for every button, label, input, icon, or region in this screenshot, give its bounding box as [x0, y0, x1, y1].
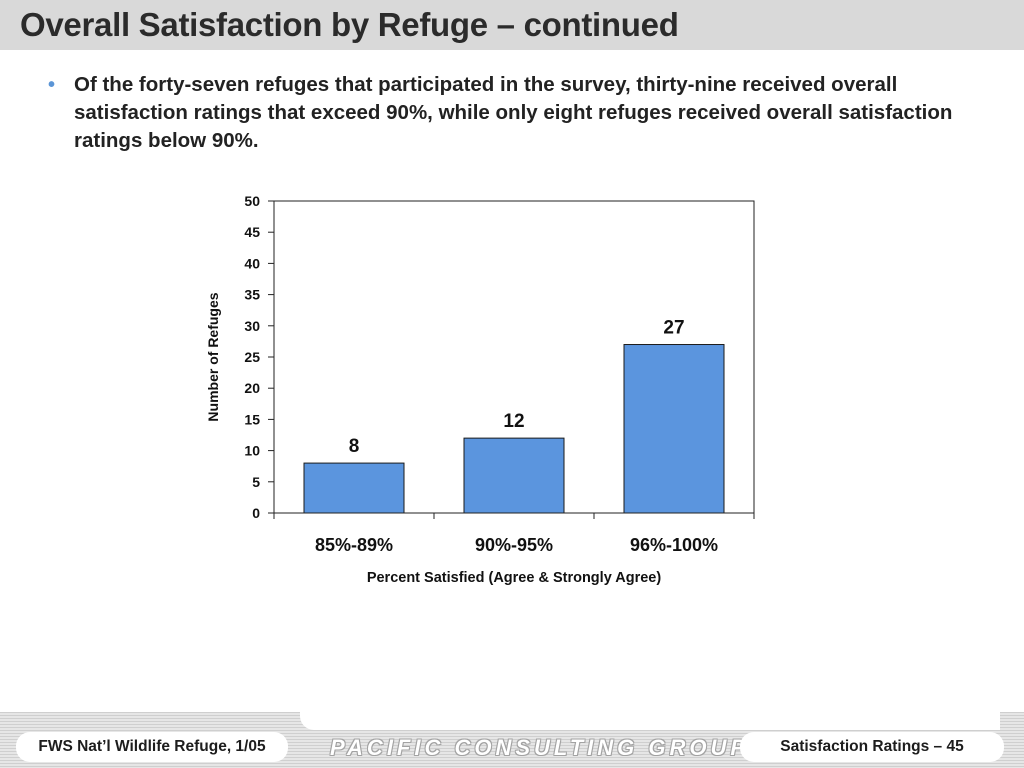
x-axis-label: Percent Satisfied (Agree & Strongly Agre…	[367, 570, 662, 586]
y-tick-label: 10	[244, 443, 260, 459]
y-tick-label: 15	[244, 411, 260, 427]
y-tick-label: 50	[244, 193, 260, 209]
y-tick-label: 20	[244, 380, 260, 396]
bar-chart: 0 5 10 15 20 25 30 35 40 45 50 85%-89% 90%-95% 96%-1…	[205, 193, 755, 586]
y-tick-label: 5	[252, 474, 260, 490]
bar-96%-100%	[623, 344, 725, 514]
data-label: 12	[503, 411, 524, 432]
y-tick-label: 40	[244, 255, 260, 271]
y-axis-ticks: 0 5 10 15 20 25 30 35 40 45 50	[244, 193, 274, 521]
data-label: 27	[663, 318, 684, 339]
plot-area-frame	[273, 200, 755, 514]
y-tick-label: 25	[244, 349, 260, 365]
footer-logo: PACIFIC CONSULTING GROUP	[330, 735, 750, 760]
page-title: Overall Satisfaction by Refuge – continu…	[20, 6, 679, 43]
footer-top-band	[300, 712, 1000, 730]
bullet-marker: •	[48, 74, 56, 96]
y-tick-label: 45	[244, 224, 260, 240]
bar-90%-95%	[463, 437, 565, 514]
bullet-paragraph: • Of the forty-seven refuges that partic…	[48, 71, 998, 155]
x-axis-ticks: 85%-89% 90%-95% 96%-100%	[273, 513, 755, 555]
footer-left-label: FWS Nat’l Wildlife Refuge, 1/05	[16, 732, 288, 762]
bar-85%-89%	[303, 462, 405, 514]
y-tick-label: 30	[244, 318, 260, 334]
title-bar: Overall Satisfaction by Refuge – continu…	[0, 0, 1024, 50]
footer: FWS Nat’l Wildlife Refuge, 1/05 PACIFIC …	[0, 712, 1024, 768]
data-label: 8	[349, 436, 360, 457]
x-tick-label: 85%-89%	[315, 535, 393, 555]
x-tick-label: 90%-95%	[475, 535, 553, 555]
bar-series	[303, 344, 725, 514]
footer-page-label: Satisfaction Ratings – 45	[740, 732, 1004, 762]
y-axis-label: Number of Refuges	[205, 292, 221, 421]
y-tick-label: 0	[252, 505, 260, 521]
y-tick-label: 35	[244, 287, 260, 303]
x-tick-label: 96%-100%	[630, 535, 718, 555]
bullet-text: Of the forty-seven refuges that particip…	[74, 73, 953, 152]
data-labels: 8 12 27	[349, 318, 685, 458]
